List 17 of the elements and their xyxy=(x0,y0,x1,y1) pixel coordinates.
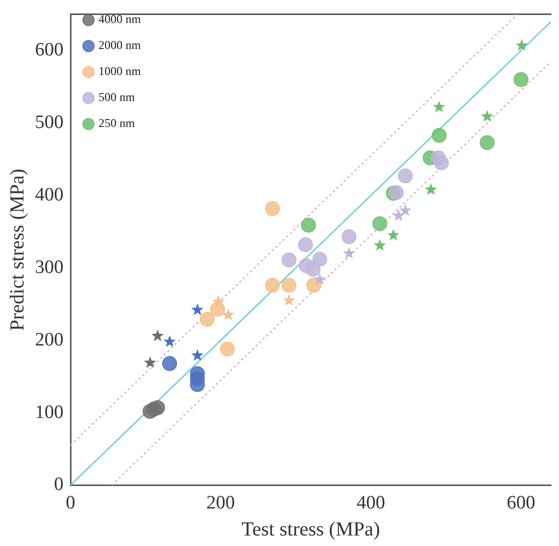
x-tick-label: 200 xyxy=(206,492,235,514)
y-tick-label: 200 xyxy=(35,329,64,350)
legend-label: 1000 nm xyxy=(98,64,142,78)
legend-label: 2000 nm xyxy=(98,38,142,52)
y-axis-title: Predict stress (MPa) xyxy=(6,168,28,331)
y-tick-label: 300 xyxy=(35,256,64,278)
y-tick-label: 400 xyxy=(35,184,64,206)
legend-label: 250 nm xyxy=(98,116,136,130)
legend-label: 4000 nm xyxy=(98,12,142,26)
x-axis-title: Test stress (MPa) xyxy=(241,518,380,540)
x-tick-label: 600 xyxy=(506,492,536,514)
x-tick-label: 400 xyxy=(356,492,386,514)
y-tick-label: 100 xyxy=(35,402,64,423)
y-tick-label: 0 xyxy=(54,474,64,496)
y-tick-label: 500 xyxy=(35,112,64,134)
legend-label: 500 nm xyxy=(98,90,136,104)
y-tick-label: 600 xyxy=(35,40,64,61)
